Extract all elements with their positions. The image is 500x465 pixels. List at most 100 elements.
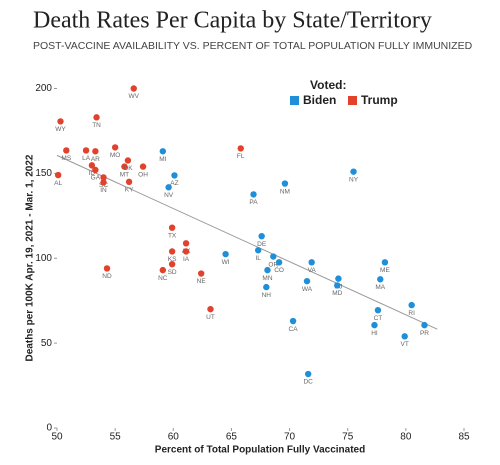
x-tick-label: 70 [284,432,296,443]
point-label: ND [102,273,112,280]
point [254,247,262,254]
y-tick-label: 0 [46,423,52,434]
point [371,321,378,329]
point [168,248,176,255]
point [182,240,190,247]
point [171,172,178,179]
point-label: MO [110,152,120,159]
point [111,144,119,151]
point [100,174,107,181]
trend-line [56,154,438,330]
point-label: RI [408,310,415,317]
point-label: AZ [170,180,178,187]
point-label: TN [92,122,101,129]
point-label: DC [303,379,313,386]
point [88,162,96,169]
point-label: OR [268,261,278,268]
x-tick-label: 80 [400,432,412,443]
point [165,184,172,191]
chart-title: Death Rates Per Capita by State/Territor… [33,8,432,34]
point-label: MI [159,156,166,163]
point-label: VA [308,267,317,274]
point [303,277,311,285]
y-tick-label: 200 [35,83,52,94]
x-axis-label: Percent of Total Population Fully Vaccin… [155,445,365,456]
point [93,114,100,121]
point-label: OH [138,171,148,178]
point-label: WA [302,286,313,293]
point [159,148,167,155]
point-label: LA [82,155,91,162]
point-label: SD [168,269,177,276]
point [264,266,271,274]
point [100,179,107,186]
point-label: NM [280,188,290,195]
point [335,275,342,282]
point [250,191,257,198]
point-label: GA [91,175,101,182]
point [168,224,176,231]
point-label: UT [206,314,215,321]
point [121,163,128,170]
point [54,171,62,179]
point-label: MN [262,275,272,282]
point [401,333,408,340]
point-label: AL [54,180,62,187]
point-label: DE [257,241,267,248]
chart-subtitle: POST-VACCINE AVAILABILITY VS. PERCENT OF… [33,40,473,52]
point [289,317,297,325]
point [374,306,382,314]
point-label: ID [89,170,96,177]
point [124,157,132,164]
point [281,180,289,187]
point-label: MT [120,171,129,178]
point [334,282,341,289]
point [103,265,111,272]
point [421,321,428,329]
point-label: IL [255,255,261,262]
point [139,163,147,170]
point [350,168,357,175]
x-tick-label: 65 [226,432,238,443]
point-label: AR [91,156,100,163]
point-label: WV [129,93,140,100]
point [92,148,99,155]
point-label: VT [401,341,409,348]
legend-swatch [290,96,299,105]
point-label: WI [222,259,230,266]
point [275,259,283,266]
point [222,250,229,258]
point [125,178,133,186]
point-label: WY [55,126,66,133]
point-label: SC [99,182,108,189]
point-label: MD [332,290,342,297]
x-tick-label: 60 [168,432,180,443]
point-label: KY [125,187,134,194]
point-label: NC [158,275,168,282]
point-label: IN [100,187,107,194]
x-tick-label: 50 [51,432,63,443]
y-tick-label: 50 [41,338,53,349]
legend-label: Trump [361,93,398,107]
legend-title: Voted: [310,78,346,92]
point [377,276,384,283]
point-label: NE [197,278,207,285]
y-tick-label: 150 [35,168,52,179]
legend-swatch [348,96,357,105]
point-label: NY [349,176,359,183]
point-label: OK [123,165,133,172]
point [258,232,265,240]
x-tick-label: 85 [458,432,470,443]
point-label: NH [262,292,272,299]
point-label: CO [274,267,284,274]
point-label: IA [183,256,190,263]
point-label: ME [380,267,390,274]
point-label: CA [289,326,299,333]
point [381,259,389,266]
point-label: KS [168,256,177,263]
point [92,166,99,174]
point [263,283,270,291]
point [159,266,167,274]
point [82,147,90,154]
